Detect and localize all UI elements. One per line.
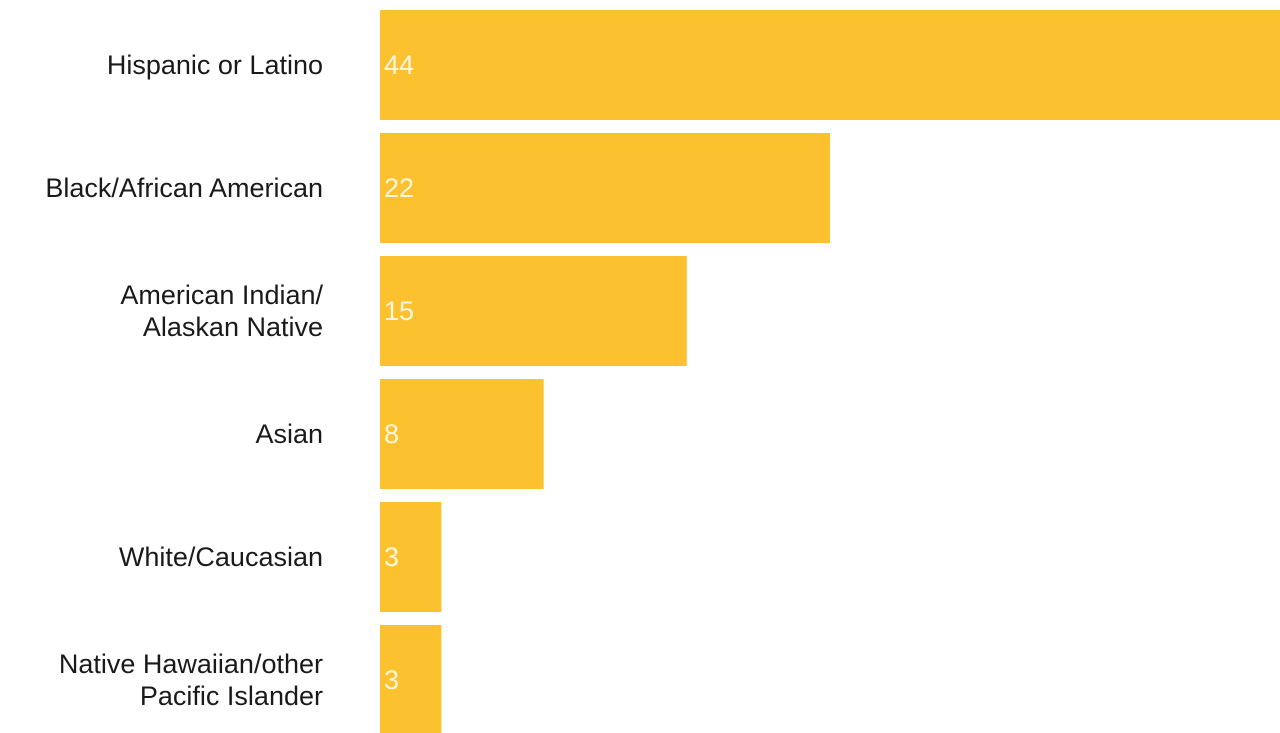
- bar-value-label-4: 3: [384, 542, 399, 572]
- bar-4: [380, 502, 442, 612]
- bar-3: [380, 379, 544, 489]
- bar-value-label-2: 15: [384, 296, 414, 326]
- category-label-0: Hispanic or Latino: [107, 50, 323, 80]
- category-label-3: Asian: [255, 419, 323, 449]
- bar-0: [380, 10, 1280, 120]
- category-label-2-line-0: American Indian/: [120, 280, 323, 310]
- bars-group: [380, 10, 1280, 733]
- value-labels-group: 44 22 15 8 3 3: [384, 50, 414, 695]
- bar-5: [380, 625, 442, 733]
- category-label-2-line-1: Alaskan Native: [143, 312, 323, 342]
- category-label-4: White/Caucasian: [119, 542, 323, 572]
- category-label-5-line-0: Native Hawaiian/other: [59, 649, 323, 679]
- bar-value-label-1: 22: [384, 173, 414, 203]
- bar-2: [380, 256, 687, 366]
- category-labels-group: Hispanic or Latino Black/African American…: [45, 50, 323, 711]
- bar-value-label-3: 8: [384, 419, 399, 449]
- bar-1: [380, 133, 830, 243]
- category-label-5-line-1: Pacific Islander: [140, 681, 323, 711]
- bar-value-label-0: 44: [384, 50, 414, 80]
- bar-value-label-5: 3: [384, 665, 399, 695]
- category-label-1: Black/African American: [45, 173, 323, 203]
